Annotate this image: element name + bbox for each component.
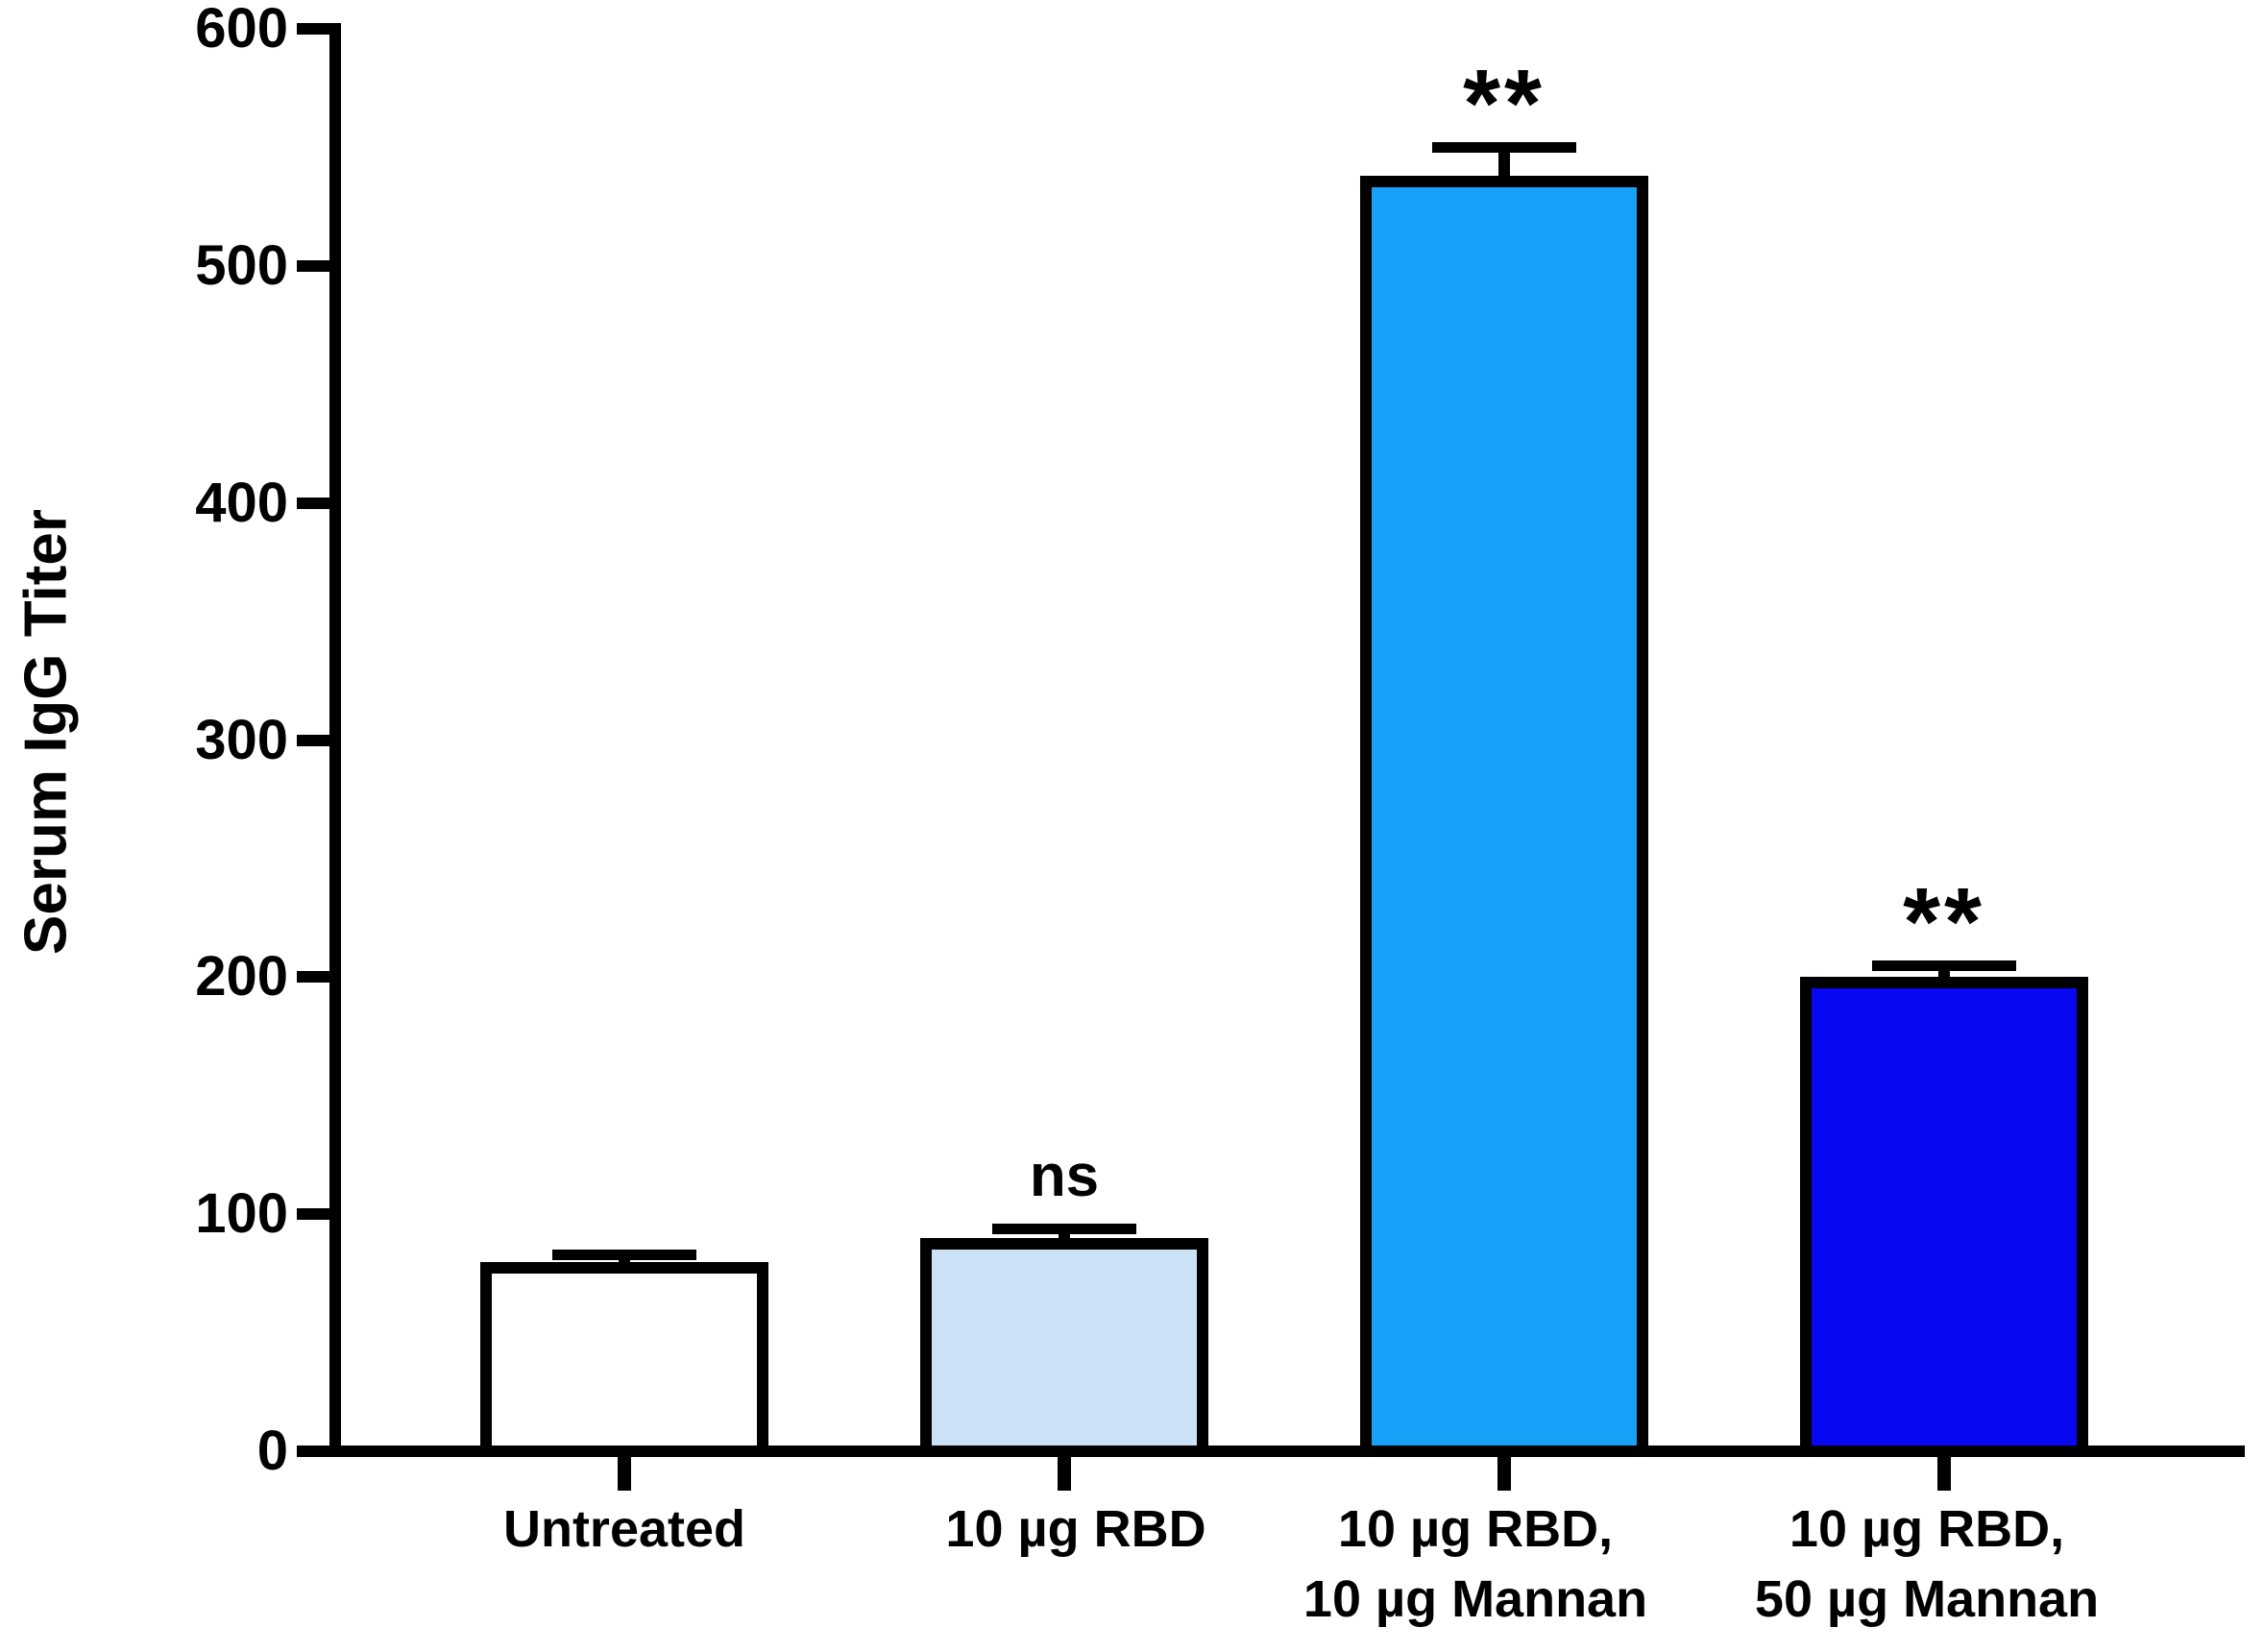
bar-10-g-rbd bbox=[920, 1238, 1208, 1457]
error-bar-cap-untreated bbox=[552, 1250, 696, 1260]
x-tick-untreated bbox=[618, 1451, 631, 1491]
y-tick-600 bbox=[297, 23, 341, 35]
error-bar-cap-10-g-rbd-10ug-mannan bbox=[1432, 142, 1576, 153]
y-tick-400 bbox=[297, 498, 341, 509]
bar-untreated bbox=[480, 1262, 768, 1457]
y-axis-title: Serum IgG Titer bbox=[12, 509, 80, 955]
x-category-label-10-g-rbd-10ug-mannan: 10 µg RBD, 10 µg Mannan bbox=[1302, 1500, 1648, 1628]
significance-label-10-g-rbd-50ug-mannan: ** bbox=[1903, 868, 1985, 976]
y-tick-label-0: 0 bbox=[256, 1420, 288, 1482]
y-tick-label-400: 400 bbox=[195, 472, 288, 534]
x-axis-line bbox=[329, 1446, 2245, 1457]
x-category-label-10-g-rbd: 10 µg RBD bbox=[945, 1500, 1206, 1558]
error-bar-cap-10-g-rbd-50ug-mannan bbox=[1872, 960, 2016, 971]
y-tick-500 bbox=[297, 260, 341, 272]
y-tick-label-500: 500 bbox=[195, 234, 288, 297]
bar-10-g-rbd-10ug-mannan bbox=[1360, 176, 1648, 1457]
y-tick-label-300: 300 bbox=[195, 709, 288, 771]
error-bar-stem-10-g-rbd-10ug-mannan bbox=[1498, 147, 1510, 178]
y-tick-label-600: 600 bbox=[195, 0, 288, 60]
y-tick-100 bbox=[297, 1208, 341, 1220]
y-tick-0 bbox=[297, 1446, 341, 1457]
error-bar-cap-10-g-rbd bbox=[992, 1224, 1136, 1234]
x-tick-10-g-rbd-50ug-mannan bbox=[1937, 1451, 1951, 1491]
x-category-label-10-g-rbd-50ug-mannan: 10 µg RBD, 50 µg Mannan bbox=[1754, 1500, 2100, 1628]
x-tick-10-g-rbd-10ug-mannan bbox=[1497, 1451, 1511, 1491]
y-tick-200 bbox=[297, 971, 341, 983]
x-tick-10-g-rbd bbox=[1058, 1451, 1071, 1491]
y-tick-label-200: 200 bbox=[195, 945, 288, 1008]
bar-10-g-rbd-50ug-mannan bbox=[1800, 977, 2088, 1457]
x-category-label-untreated: Untreated bbox=[502, 1500, 746, 1558]
significance-label-10-g-rbd-10ug-mannan: ** bbox=[1463, 50, 1546, 158]
y-tick-300 bbox=[297, 735, 341, 746]
y-tick-label-100: 100 bbox=[195, 1182, 288, 1245]
significance-label-10-g-rbd: ns bbox=[1029, 1143, 1100, 1209]
